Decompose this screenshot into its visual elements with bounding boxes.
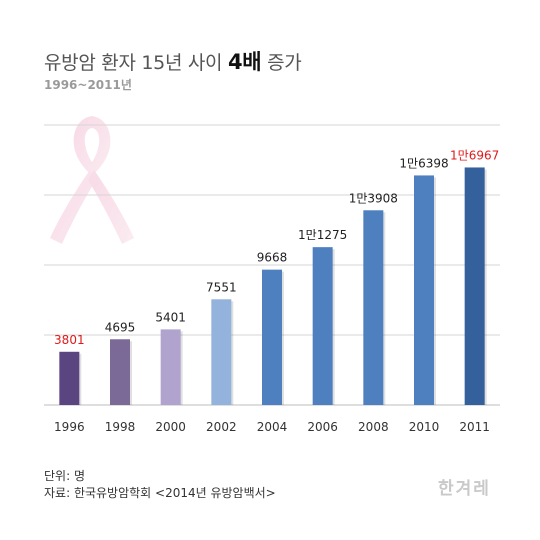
chart-title: 유방암 환자 15년 사이 4배 증가 — [44, 46, 302, 76]
bar-2010 — [414, 175, 434, 405]
data-label-2004: 9668 — [257, 251, 288, 265]
x-tick-2004: 2004 — [257, 420, 288, 434]
data-label-2011: 1만6967 — [450, 148, 499, 162]
x-tick-2006: 2006 — [307, 420, 338, 434]
x-tick-labels: 1996 1998 2000 2002 2004 2006 2008 2010 2011 — [54, 420, 490, 434]
pink-ribbon-icon — [50, 116, 134, 244]
bar-2011 — [464, 167, 485, 405]
data-label-1996: 3801 — [54, 333, 85, 347]
data-label-2008: 1만3908 — [349, 191, 398, 205]
data-label-2000: 5401 — [155, 310, 186, 324]
publisher-logo: 한겨레 — [438, 479, 491, 499]
bars — [59, 167, 487, 405]
title-suffix: 증가 — [261, 52, 302, 74]
source-note: 자료: 한국유방암학회 <2014년 유방암백서> — [44, 486, 276, 500]
x-tick-2002: 2002 — [206, 420, 237, 434]
x-tick-2008: 2008 — [358, 420, 389, 434]
bar-2000 — [160, 329, 181, 405]
data-labels: 3801 4695 5401 7551 9668 1만1275 1만3908 1만63981만… — [54, 148, 499, 346]
x-tick-1998: 1998 — [105, 420, 136, 434]
bar-2008 — [363, 210, 384, 405]
data-label-2010: 1만6398 — [399, 156, 448, 170]
x-tick-2000: 2000 — [155, 420, 186, 434]
data-label-2002: 7551 — [206, 280, 237, 294]
chart-subtitle: 1996~2011년 — [44, 78, 132, 92]
bar-1998 — [110, 339, 130, 405]
unit-note: 단위: 명 — [44, 469, 85, 483]
bar-2004 — [262, 269, 282, 405]
x-tick-2011: 2011 — [459, 420, 490, 434]
bar-2006 — [312, 247, 333, 405]
data-label-1998: 4695 — [105, 320, 136, 334]
bar-2002 — [211, 299, 232, 405]
x-tick-1996: 1996 — [54, 420, 85, 434]
x-tick-2010: 2010 — [409, 420, 440, 434]
data-label-2006: 1만1275 — [298, 228, 347, 242]
bar-1996 — [59, 351, 80, 405]
title-prefix: 유방암 환자 15년 사이 — [44, 52, 228, 74]
chart-notes: 단위: 명 자료: 한국유방암학회 <2014년 유방암백서> — [44, 468, 276, 502]
title-emphasis: 4배 — [227, 50, 262, 74]
